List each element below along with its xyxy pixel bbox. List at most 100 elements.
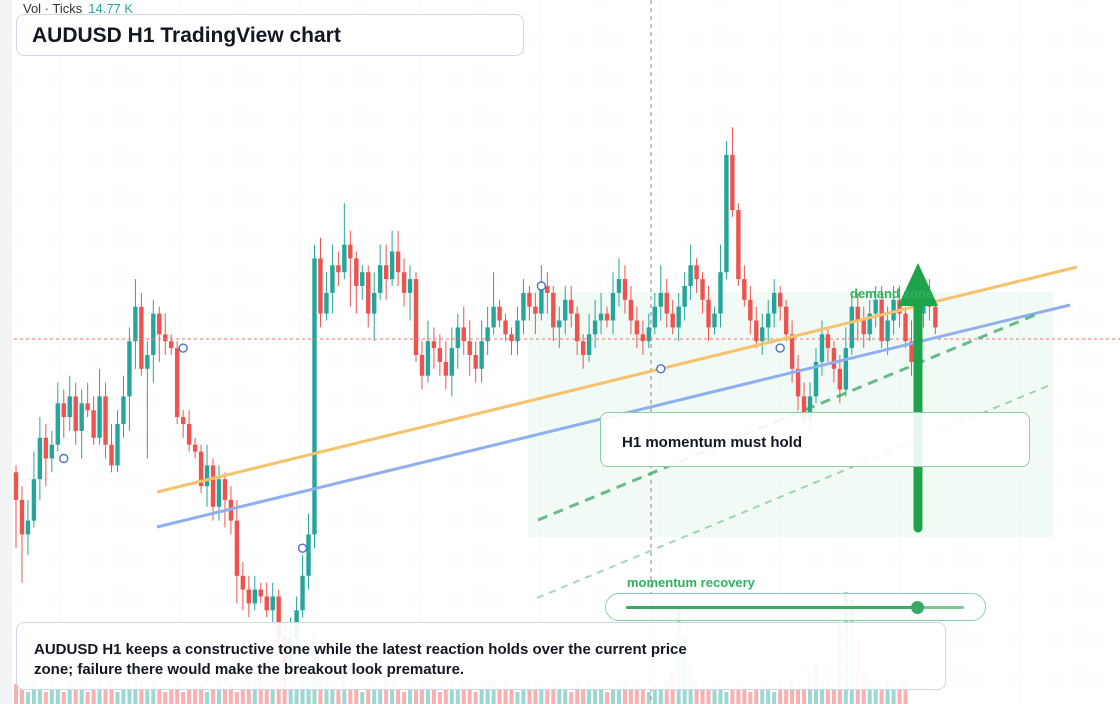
volume-bar [187, 688, 192, 704]
candle-body [533, 306, 538, 314]
volume-bar [264, 688, 269, 704]
candle-body [736, 210, 741, 280]
candle-body [25, 520, 31, 535]
candle-body [437, 348, 443, 362]
candle-body [204, 465, 210, 487]
candle-body [789, 334, 795, 369]
volume-bar [628, 688, 633, 704]
candle-body [545, 286, 550, 293]
chart-title: AUDUSD H1 TradingView chart [32, 24, 341, 47]
volume-bar [49, 684, 54, 704]
volume-bar [14, 684, 18, 704]
candle-body [133, 306, 138, 342]
volume-bar [790, 680, 795, 704]
candle-body [67, 396, 72, 418]
candle-body [19, 499, 25, 535]
candle-body [383, 265, 389, 280]
candle-body [491, 306, 496, 328]
candle-body [688, 265, 693, 286]
candle-body [843, 348, 849, 390]
volume-bar [503, 684, 508, 704]
volume-bar [867, 680, 872, 704]
volume-bar [157, 688, 162, 704]
volume-bar [891, 684, 896, 704]
volume-bar [348, 684, 353, 704]
candle-body [419, 355, 425, 376]
candle-body [91, 410, 96, 438]
volume-bar [760, 684, 765, 704]
candle-body [933, 306, 938, 328]
slider-track[interactable] [626, 601, 964, 614]
momentum-arrow-head [898, 263, 938, 306]
candle-body [330, 265, 335, 293]
candle-body [748, 299, 753, 321]
volume-bar [306, 684, 311, 704]
demand-zone-label: demand zone [850, 286, 933, 301]
volume-bar [205, 692, 210, 704]
slider-handle[interactable] [910, 601, 924, 614]
volume-bar [527, 684, 532, 704]
volume-bar [193, 688, 198, 704]
candle-body [485, 327, 490, 342]
candle-body [431, 341, 437, 349]
volume-bar [181, 692, 186, 704]
candle-body [192, 444, 198, 452]
volume-bar [402, 692, 407, 704]
volume-bar [479, 688, 484, 704]
volume-bar [557, 684, 562, 704]
volume-bar [515, 692, 520, 704]
candle-body [580, 341, 586, 355]
candle-body [264, 596, 269, 611]
candle-body [407, 279, 413, 293]
volume-bar [37, 688, 42, 704]
candle-body [557, 320, 562, 328]
candle-body [372, 292, 377, 314]
candle-body [825, 334, 831, 349]
candle-body [174, 348, 180, 418]
volume-bar [736, 684, 741, 704]
volume-bar [67, 680, 72, 704]
candle-body [312, 258, 317, 535]
candle-body [246, 589, 252, 604]
candle-body [563, 299, 568, 321]
candle-body [360, 272, 365, 286]
candle-body [461, 327, 466, 342]
volume-bar [163, 692, 168, 704]
volume-bar [91, 688, 96, 704]
momentum-slider[interactable] [605, 593, 986, 621]
volume-bar [419, 680, 424, 704]
volume-bar [390, 684, 395, 704]
candle-body [413, 279, 419, 355]
candle-body [49, 444, 55, 459]
candle-body [760, 327, 765, 342]
volume-bar [396, 688, 401, 704]
candle-body [169, 341, 174, 349]
candle-body [276, 596, 281, 638]
pivot-marker [656, 364, 666, 374]
volume-bar [664, 680, 669, 704]
volume-bar [706, 688, 711, 704]
volume-bar [109, 684, 114, 704]
candle-body [366, 272, 371, 314]
candle-body [539, 286, 544, 314]
candle-body [783, 306, 789, 335]
candle-body [670, 313, 675, 328]
candle-body [55, 403, 60, 445]
candle-body [598, 313, 604, 321]
candle-body [163, 334, 168, 342]
candle-body [640, 334, 646, 342]
momentum-callout: H1 momentum must hold [600, 412, 1030, 467]
pivot-marker [178, 343, 188, 353]
volume-bar [658, 688, 663, 704]
left-scale-strip [0, 0, 12, 704]
candle-body [521, 292, 526, 321]
volume-bar [431, 688, 436, 704]
candle-body [210, 465, 216, 507]
volume-bar [216, 680, 221, 704]
volume-bar [796, 684, 801, 704]
candle-body [628, 299, 634, 321]
candle-body [646, 327, 652, 342]
candle-body [467, 341, 472, 355]
projection-path-faint [536, 384, 1051, 599]
momentum-slider-label: momentum recovery [627, 575, 755, 590]
